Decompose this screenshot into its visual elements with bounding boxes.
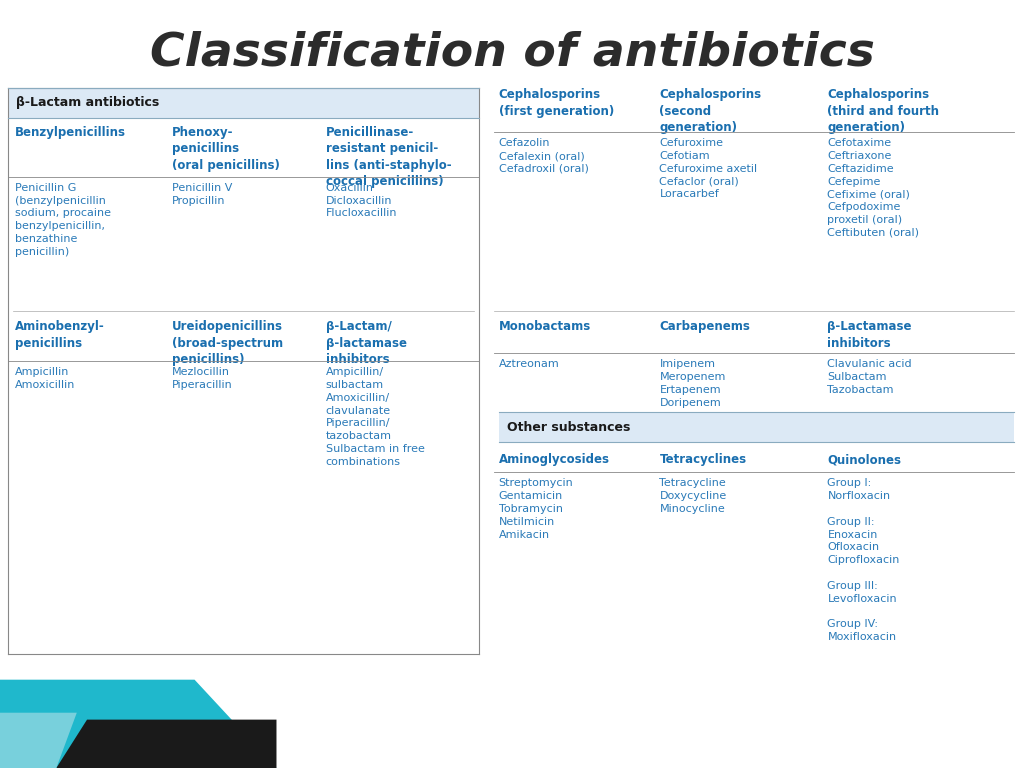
- FancyBboxPatch shape: [499, 412, 1014, 442]
- Text: Penicillinase-
resistant penicil-
lins (anti-staphylo-
coccal penicillins): Penicillinase- resistant penicil- lins (…: [326, 126, 452, 188]
- Text: Tetracycline
Doxycycline
Minocycline: Tetracycline Doxycycline Minocycline: [659, 478, 727, 514]
- Text: Aminoglycosides: Aminoglycosides: [499, 453, 609, 466]
- Text: Imipenem
Meropenem
Ertapenem
Doripenem: Imipenem Meropenem Ertapenem Doripenem: [659, 359, 726, 408]
- Text: Oxacillin
Dicloxacillin
Flucloxacillin: Oxacillin Dicloxacillin Flucloxacillin: [326, 183, 397, 218]
- Polygon shape: [0, 680, 276, 768]
- Text: Other substances: Other substances: [507, 421, 630, 433]
- Text: Monobactams: Monobactams: [499, 320, 591, 333]
- Text: Quinolones: Quinolones: [827, 453, 901, 466]
- Text: Carbapenems: Carbapenems: [659, 320, 751, 333]
- Text: β-Lactamase
inhibitors: β-Lactamase inhibitors: [827, 320, 912, 349]
- Text: Clavulanic acid
Sulbactam
Tazobactam: Clavulanic acid Sulbactam Tazobactam: [827, 359, 912, 395]
- Text: Penicillin G
(benzylpenicillin
sodium, procaine
benzylpenicillin,
benzathine
pen: Penicillin G (benzylpenicillin sodium, p…: [15, 183, 112, 257]
- Text: Cefazolin
Cefalexin (oral)
Cefadroxil (oral): Cefazolin Cefalexin (oral) Cefadroxil (o…: [499, 138, 589, 174]
- Text: Group I:
Norfloxacin

Group II:
Enoxacin
Ofloxacin
Ciprofloxacin

Group III:
Lev: Group I: Norfloxacin Group II: Enoxacin …: [827, 478, 900, 642]
- Text: Penicillin V
Propicillin: Penicillin V Propicillin: [172, 183, 232, 206]
- Text: Aminobenzyl-
penicillins: Aminobenzyl- penicillins: [15, 320, 105, 349]
- Text: Ampicillin
Amoxicillin: Ampicillin Amoxicillin: [15, 367, 76, 390]
- Text: β-Lactam/
β-lactamase
inhibitors: β-Lactam/ β-lactamase inhibitors: [326, 320, 407, 366]
- Text: Cephalosporins
(third and fourth
generation): Cephalosporins (third and fourth generat…: [827, 88, 939, 134]
- Text: Ampicillin/
sulbactam
Amoxicillin/
clavulanate
Piperacillin/
tazobactam
Sulbacta: Ampicillin/ sulbactam Amoxicillin/ clavu…: [326, 367, 425, 467]
- Text: Streptomycin
Gentamicin
Tobramycin
Netilmicin
Amikacin: Streptomycin Gentamicin Tobramycin Netil…: [499, 478, 573, 540]
- Text: Cephalosporins
(first generation): Cephalosporins (first generation): [499, 88, 614, 118]
- Text: Ureidopenicillins
(broad-spectrum
penicillins): Ureidopenicillins (broad-spectrum penici…: [172, 320, 284, 366]
- Polygon shape: [56, 720, 276, 768]
- Text: Benzylpenicillins: Benzylpenicillins: [15, 126, 126, 139]
- Text: Classification of antibiotics: Classification of antibiotics: [150, 31, 874, 76]
- Text: Tetracyclines: Tetracyclines: [659, 453, 746, 466]
- Text: Phenoxy-
penicillins
(oral penicillins): Phenoxy- penicillins (oral penicillins): [172, 126, 280, 172]
- Text: Cefotaxime
Ceftriaxone
Ceftazidime
Cefepime
Cefixime (oral)
Cefpodoxime
proxetil: Cefotaxime Ceftriaxone Ceftazidime Cefep…: [827, 138, 920, 238]
- Text: Cefuroxime
Cefotiam
Cefuroxime axetil
Cefaclor (oral)
Loracarbef: Cefuroxime Cefotiam Cefuroxime axetil Ce…: [659, 138, 758, 200]
- Text: Cephalosporins
(second
generation): Cephalosporins (second generation): [659, 88, 762, 134]
- Text: Mezlocillin
Piperacillin: Mezlocillin Piperacillin: [172, 367, 232, 390]
- Text: Aztreonam: Aztreonam: [499, 359, 559, 369]
- Polygon shape: [0, 713, 77, 768]
- FancyBboxPatch shape: [8, 88, 479, 118]
- Text: β-Lactam antibiotics: β-Lactam antibiotics: [16, 97, 160, 109]
